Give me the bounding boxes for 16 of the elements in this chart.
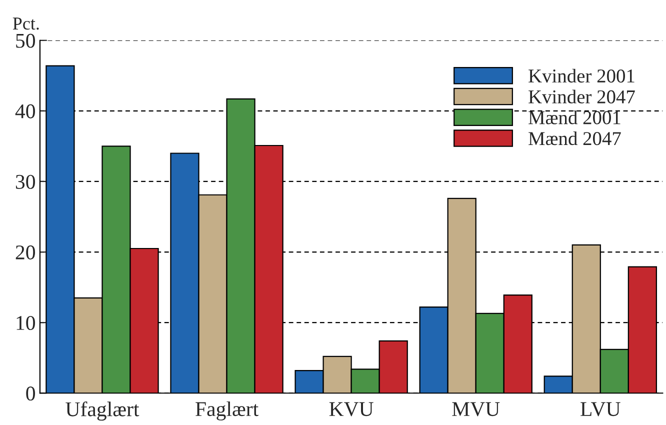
x-tick-label: Ufaglært <box>66 401 140 421</box>
legend-label: Mænd 2047 <box>528 131 621 146</box>
y-tick-label: 10 <box>16 316 35 330</box>
x-tick-label: MVU <box>452 402 500 416</box>
legend-label: Kvinder 2047 <box>528 90 635 104</box>
y-tick-label: 50 <box>16 34 35 48</box>
legend-label: Kvinder 2001 <box>528 68 634 83</box>
x-tick-label: LVU <box>580 402 620 416</box>
y-tick-label: 20 <box>16 245 35 260</box>
y-axis-title: Pct. <box>12 18 39 30</box>
y-tick-label: 0 <box>26 386 35 401</box>
x-tick-label: KVU <box>329 402 374 416</box>
x-tick-label: Faglært <box>196 401 258 420</box>
legend-label: Mænd 2001 <box>528 110 620 124</box>
y-tick-label: 30 <box>16 174 35 189</box>
y-tick-label: 40 <box>15 104 35 118</box>
